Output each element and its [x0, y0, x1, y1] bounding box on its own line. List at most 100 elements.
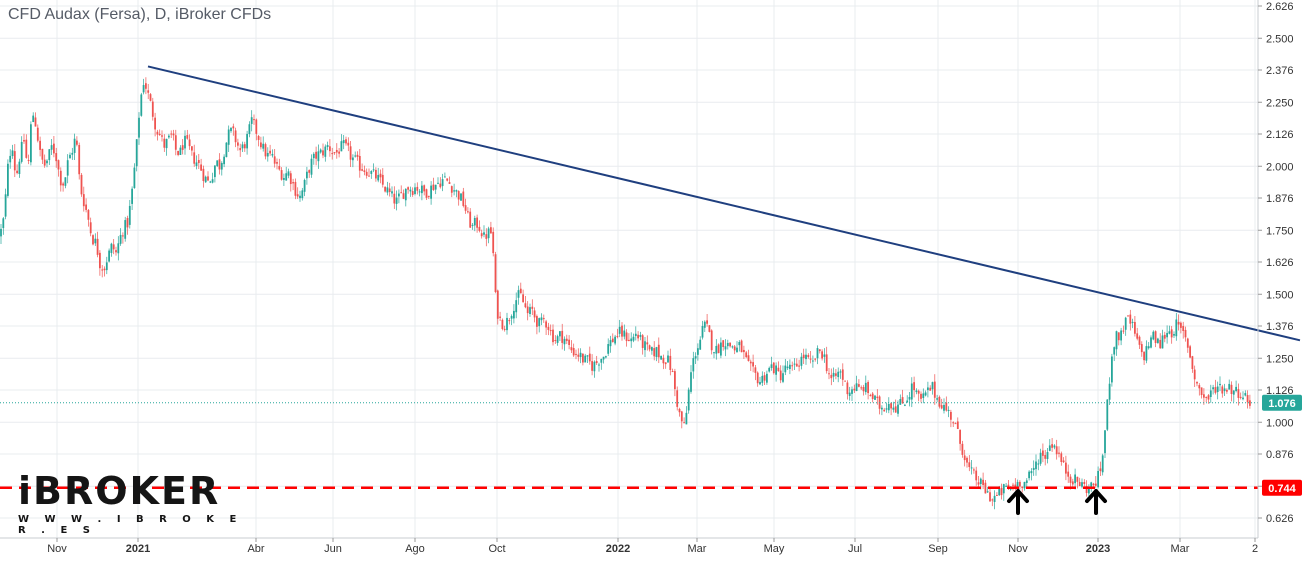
candle-body — [1067, 471, 1070, 477]
candle-body — [43, 159, 46, 166]
candle-body — [839, 371, 842, 373]
candle-body — [400, 192, 403, 194]
candle-body — [933, 381, 936, 398]
arrows — [1007, 489, 1107, 516]
candle-body — [195, 162, 198, 166]
candle-body — [998, 488, 1001, 496]
candle-body — [533, 310, 536, 318]
candle-body — [724, 346, 727, 350]
candle-body — [563, 338, 566, 345]
candle-body — [770, 364, 773, 369]
candle-body — [92, 235, 94, 245]
candle-body — [361, 169, 363, 171]
candle-body — [575, 353, 577, 355]
candle-body — [759, 381, 761, 385]
candle-body — [59, 170, 62, 186]
candle-body — [1193, 369, 1196, 380]
candle-body — [82, 194, 85, 207]
candle-body — [908, 396, 911, 400]
candle-body — [499, 316, 501, 318]
candle-body — [1152, 331, 1155, 340]
candle-body — [434, 184, 437, 190]
candle-body — [936, 398, 938, 400]
candle-body — [876, 396, 879, 399]
candle-body — [177, 150, 179, 155]
candle-body — [1097, 470, 1099, 488]
candle-body — [1005, 485, 1007, 487]
candle-body — [1099, 468, 1102, 472]
candle-body — [648, 345, 651, 350]
candle-body — [867, 382, 869, 394]
candle-body — [349, 146, 352, 160]
candle-body — [257, 136, 260, 140]
candle-body — [692, 358, 695, 372]
candle-body — [851, 389, 853, 394]
candle-body — [2, 218, 5, 229]
price-tick-label: 2.500 — [1266, 33, 1294, 45]
price-tick-label: 2.626 — [1266, 1, 1294, 13]
candle-body — [370, 171, 373, 174]
candle-body — [1203, 394, 1205, 398]
candle-body — [1088, 488, 1090, 494]
candle-body — [276, 162, 278, 164]
candle-body — [641, 335, 644, 348]
candle-body — [772, 362, 775, 374]
candle-body — [202, 168, 205, 182]
candle-body — [954, 423, 957, 425]
candle-body — [41, 148, 44, 160]
candle-body — [611, 338, 614, 343]
candle-body — [453, 190, 455, 192]
candle-body — [600, 358, 603, 363]
candle-body — [333, 152, 336, 154]
candle-body — [1175, 319, 1178, 337]
candle-body — [285, 173, 288, 181]
candle-body — [485, 234, 488, 239]
candle-body — [423, 185, 426, 192]
last-price-badge-bg — [1262, 394, 1302, 411]
candle-body — [874, 395, 876, 400]
candle-body — [184, 135, 186, 149]
candle-body — [950, 411, 952, 420]
candle-body — [232, 126, 235, 129]
candle-body — [554, 339, 557, 341]
candle-body — [818, 349, 821, 352]
candle-body — [326, 145, 329, 147]
candle-body — [372, 169, 375, 171]
candle-body — [662, 357, 665, 364]
candle-body — [1111, 356, 1113, 383]
candle-body — [1062, 460, 1065, 463]
candle-body — [993, 495, 996, 503]
candle-body — [1230, 384, 1233, 395]
candle-body — [248, 124, 251, 134]
candle-body — [855, 383, 858, 392]
time-tick-label: 2022 — [606, 543, 630, 555]
candle-body — [561, 330, 564, 343]
candle-body — [1115, 331, 1118, 350]
candle-body — [402, 193, 405, 199]
candle-body — [743, 349, 745, 353]
candle-body — [655, 347, 658, 358]
candle-body — [549, 330, 552, 332]
candle-body — [197, 160, 200, 164]
candle-body — [1055, 446, 1058, 455]
price-tick-label: 1.250 — [1266, 353, 1294, 365]
candle-body — [473, 217, 476, 226]
candle-body — [57, 160, 60, 170]
time-tick-label: Jul — [848, 543, 862, 555]
candle-body — [832, 372, 835, 377]
candle-body — [913, 382, 915, 391]
candle-body — [1170, 329, 1173, 338]
candle-body — [163, 138, 166, 148]
candle-body — [947, 409, 950, 411]
candle-body — [1035, 461, 1037, 470]
candle-body — [881, 407, 883, 410]
candle-body — [239, 148, 242, 151]
candle-body — [469, 211, 472, 228]
candle-body — [230, 127, 232, 132]
candle-body — [963, 455, 966, 461]
candle-body — [156, 131, 159, 135]
candle-body — [791, 365, 794, 367]
candle-body — [1002, 484, 1005, 494]
candle-body — [193, 152, 196, 164]
candle-body — [1214, 387, 1217, 393]
